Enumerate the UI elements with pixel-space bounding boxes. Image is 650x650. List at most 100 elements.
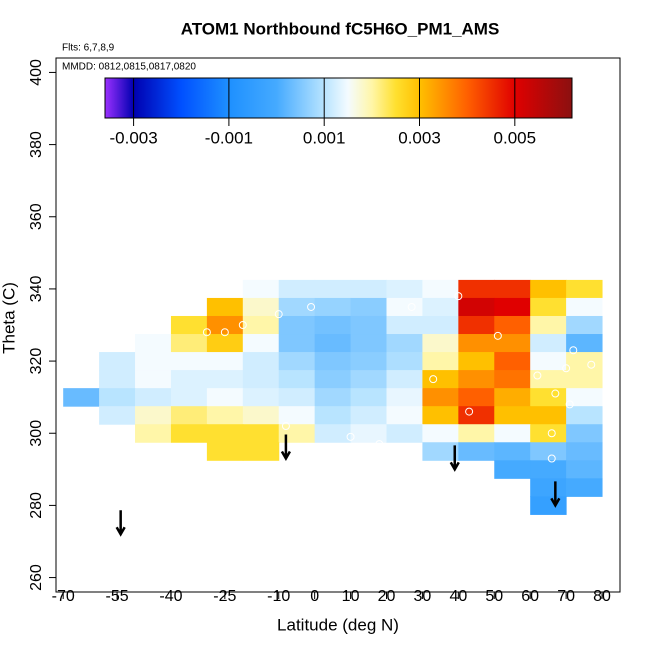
heat-cell [135, 406, 172, 425]
heat-cell [566, 388, 603, 407]
heat-cell [314, 388, 352, 407]
heat-cell [458, 315, 495, 335]
observation-point [454, 292, 463, 301]
heat-cell [206, 424, 244, 443]
heat-cell [170, 388, 208, 407]
heat-cell [530, 279, 567, 299]
heat-cell [350, 297, 387, 317]
observation-point [238, 321, 247, 329]
heat-cell [206, 442, 244, 461]
heat-cell [242, 388, 280, 407]
heat-cell [386, 279, 423, 299]
heat-cell [278, 370, 316, 389]
x-tick-label: 50 [485, 588, 503, 605]
heat-cell [422, 442, 459, 461]
heat-cell [242, 424, 280, 443]
heatmap [63, 279, 603, 515]
arrow [280, 434, 291, 462]
heat-cell [135, 388, 172, 407]
y-axis-label: Theta (C) [0, 282, 18, 354]
observation-point [587, 360, 596, 369]
observation-point [565, 400, 574, 409]
heat-cell [170, 334, 208, 353]
heat-cell [386, 388, 423, 407]
heat-cell [314, 406, 352, 425]
x-axis-label: Latitude (deg N) [277, 615, 399, 634]
heat-cell [242, 334, 280, 353]
heat-cell [422, 406, 459, 425]
heat-cell [386, 315, 423, 335]
heat-cell [386, 370, 423, 389]
heat-cell [99, 370, 136, 389]
heat-cell [314, 279, 352, 299]
observation-point [429, 375, 438, 384]
heat-cell [314, 370, 352, 389]
heat-cell [494, 406, 531, 425]
heat-cell [206, 406, 244, 425]
heat-cell [530, 370, 567, 389]
y-tick-label: 320 [28, 348, 45, 375]
heat-cell [422, 388, 459, 407]
heat-cell [458, 334, 495, 353]
heat-cell [566, 352, 603, 371]
note: MMDD: 0812,0815,0817,0820 [62, 62, 196, 73]
heat-cell [242, 352, 280, 371]
heat-cell [278, 297, 316, 317]
heat-cell [422, 315, 459, 335]
heat-cell [494, 370, 531, 389]
observation-point [533, 371, 542, 380]
heat-cell [135, 334, 172, 353]
y-tick-label: 260 [28, 564, 45, 591]
x-tick-label: 70 [557, 588, 575, 605]
x-tick-label: 80 [593, 588, 611, 605]
heat-cell [386, 297, 423, 317]
heat-cell [494, 352, 531, 371]
x-tick-label: -55 [106, 588, 129, 605]
heat-cell [170, 352, 208, 371]
heat-cell [135, 424, 172, 443]
heat-cell [458, 279, 495, 299]
colorbar-tick-label: 0.005 [494, 128, 537, 147]
arrow [449, 445, 460, 472]
observation-point [407, 302, 416, 311]
observation-point [346, 432, 355, 441]
heat-cell [278, 388, 316, 407]
x-tick-label: 0 [310, 588, 319, 605]
heat-cell [566, 297, 603, 317]
observation-point [547, 429, 556, 438]
heat-cell [566, 424, 603, 443]
heat-cell [386, 424, 423, 443]
heat-cell [242, 279, 280, 299]
heat-cell [350, 279, 387, 299]
heat-cell [530, 297, 567, 317]
heat-cell [242, 297, 280, 317]
heat-cell [530, 315, 567, 335]
observation-point [202, 328, 211, 337]
observation-point [220, 328, 229, 337]
heat-cell [99, 352, 136, 371]
heat-cell [206, 334, 244, 353]
heat-cell [314, 352, 352, 371]
y-tick-label: 340 [28, 275, 45, 302]
heat-cell [206, 297, 244, 317]
y-tick-label: 360 [28, 203, 45, 230]
heat-cell [242, 442, 280, 461]
heat-cell [494, 297, 531, 317]
heat-cell [566, 370, 603, 389]
heat-cell [99, 406, 136, 425]
x-tick-label: 30 [414, 588, 432, 605]
heat-cell [566, 279, 603, 299]
observation-point [307, 302, 316, 311]
heat-cell [530, 460, 567, 479]
y-tick-label: 300 [28, 420, 45, 447]
heat-cell [494, 424, 531, 443]
colorbar-tick-label: -0.003 [109, 128, 157, 147]
heat-cell [170, 424, 208, 443]
heat-cell [206, 352, 244, 371]
heat-cell [350, 334, 387, 353]
heat-cell [350, 370, 387, 389]
x-tick-label: -40 [159, 588, 182, 605]
heat-cell [566, 442, 603, 461]
arrow [115, 510, 126, 537]
observation-point [569, 346, 578, 355]
